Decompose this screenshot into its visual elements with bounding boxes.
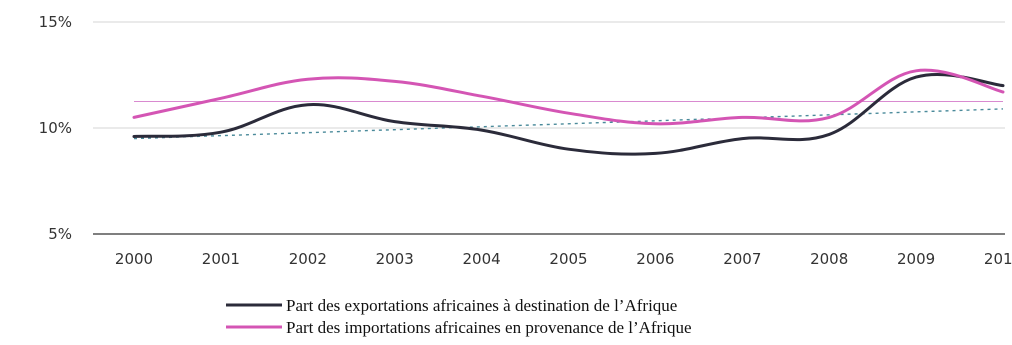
x-tick-label: 2005	[549, 250, 587, 268]
x-tick-label: 2001	[202, 250, 240, 268]
x-tick-label: 2010	[984, 250, 1012, 268]
x-tick-label: 2000	[115, 250, 153, 268]
x-tick-label: 2007	[723, 250, 761, 268]
y-tick-label: 15%	[39, 13, 72, 31]
series-lines	[132, 68, 1005, 156]
x-tick-label: 2002	[289, 250, 327, 268]
series-imports-line	[132, 68, 1005, 126]
x-tick-label: 2009	[897, 250, 935, 268]
grid-lines	[93, 21, 1005, 129]
x-tick-label: 2006	[636, 250, 674, 268]
legend-label: Part des exportations africaines à desti…	[286, 296, 677, 315]
trend-line	[133, 108, 1004, 140]
y-tick-label: 10%	[39, 119, 72, 137]
x-tick-label: 2008	[810, 250, 848, 268]
legend: Part des exportations africaines à desti…	[226, 296, 692, 337]
legend-label: Part des importations africaines en prov…	[286, 318, 692, 337]
x-tick-label: 2003	[376, 250, 414, 268]
reference-lines	[133, 101, 1004, 140]
series-exports-line	[132, 72, 1005, 156]
x-axis-ticks: 2000 2001 2002 2003 2004 2005 2006 2007 2008 2009…	[115, 250, 1012, 268]
x-tick-label: 2004	[463, 250, 501, 268]
y-axis-ticks: 15% 10% 5%	[39, 13, 72, 243]
y-tick-label: 5%	[48, 225, 72, 243]
